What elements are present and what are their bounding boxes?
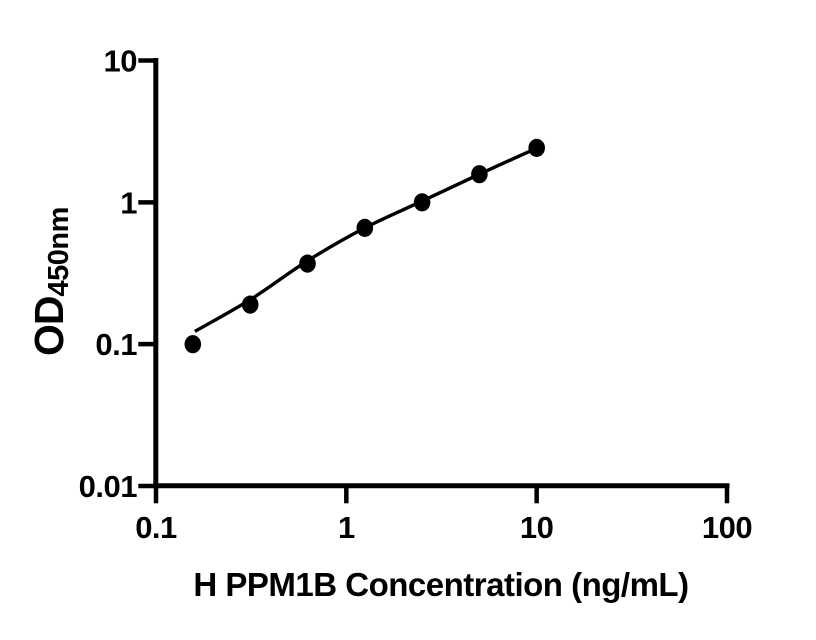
y-tick-label: 0.1 xyxy=(95,327,137,362)
x-tick-label: 0.1 xyxy=(135,510,177,545)
y-tick-label: 10 xyxy=(104,44,137,79)
data-point xyxy=(299,254,316,273)
y-tick-label: 1 xyxy=(120,185,137,220)
data-point xyxy=(528,138,545,157)
y-axis-title-main: OD xyxy=(26,297,72,357)
x-tick-label: 1 xyxy=(338,510,355,545)
series-layer xyxy=(184,138,545,354)
ticks-layer xyxy=(138,58,730,504)
x-axis-title: H PPM1B Concentration (ng/mL) xyxy=(193,566,688,603)
y-axis-title: OD450nm xyxy=(26,207,75,356)
data-point xyxy=(184,335,202,354)
axes-layer xyxy=(153,58,730,489)
data-point xyxy=(241,295,259,314)
y-axis-title-subscript: 450nm xyxy=(43,207,75,296)
y-tick-label: 0.01 xyxy=(79,469,138,504)
x-tick-label: 100 xyxy=(702,510,752,545)
data-point xyxy=(471,165,488,184)
data-point xyxy=(413,193,431,212)
tick-labels-layer: 0.01 0.1 1 10 0.1 1 10 100 xyxy=(79,44,753,545)
x-tick-label: 10 xyxy=(520,510,553,545)
data-point xyxy=(356,218,374,237)
